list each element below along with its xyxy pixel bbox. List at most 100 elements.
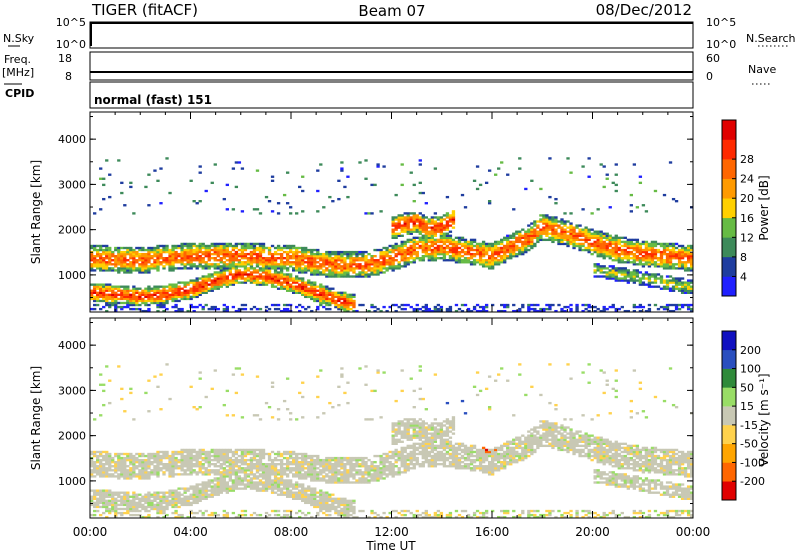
- velocity-echo-cell: [138, 473, 142, 476]
- power-echo-cell: [307, 254, 311, 258]
- power-echo-cell: [192, 248, 196, 252]
- power-echo-cell: [542, 214, 546, 217]
- velocity-echo-cell: [237, 479, 242, 482]
- power-echo-cell: [180, 244, 184, 248]
- power-echo-cell: [593, 271, 597, 274]
- power-echo-cell: [316, 257, 320, 260]
- power-echo-cell: [584, 226, 588, 229]
- power-echo-cell: [418, 244, 422, 248]
- power-echo-cell: [192, 305, 196, 309]
- power-echo-cell: [406, 230, 410, 233]
- power-echo-cell: [337, 259, 341, 262]
- power-echo-cell: [180, 307, 184, 311]
- power-echo-cell: [530, 244, 534, 248]
- power-echo-cell: [322, 301, 326, 305]
- power-echo-cell: [478, 261, 483, 264]
- power-echo-cell: [261, 263, 266, 266]
- velocity-echo-cell: [231, 414, 236, 417]
- power-echo-cell: [433, 222, 438, 225]
- velocity-echo-cell: [123, 467, 127, 470]
- power-echo-cell: [177, 259, 181, 262]
- power-echo-cell: [150, 265, 154, 268]
- power-echo-cell: [198, 303, 202, 307]
- power-echo-cell: [307, 259, 311, 262]
- power-echo-cell: [129, 263, 133, 266]
- power-echo-cell: [156, 289, 160, 292]
- velocity-echo-cell: [201, 458, 205, 462]
- power-echo-cell: [180, 309, 184, 313]
- power-echo-cell: [665, 252, 670, 256]
- velocity-echo-cell: [210, 463, 214, 466]
- power-echo-cell: [316, 210, 320, 213]
- power-echo-cell: [165, 291, 169, 294]
- power-echo-cell: [343, 309, 347, 313]
- power-echo-cell: [237, 277, 242, 280]
- power-echo-cell: [298, 289, 302, 292]
- power-echo-cell: [506, 242, 510, 246]
- power-echo-cell: [255, 252, 260, 256]
- power-echo-cell: [123, 291, 127, 294]
- velocity-echo-cell: [198, 483, 202, 486]
- velocity-echo-cell: [234, 471, 239, 474]
- power-echo-cell: [545, 222, 549, 225]
- power-echo-cell: [439, 236, 444, 239]
- power-echo-cell: [301, 277, 305, 280]
- power-echo-cell: [418, 212, 422, 215]
- power-echo-cell: [159, 303, 163, 307]
- velocity-echo-cell: [174, 452, 178, 456]
- velocity-echo-cell: [144, 499, 148, 503]
- velocity-echo-cell: [237, 513, 242, 517]
- velocity-echo-cell: [270, 471, 275, 474]
- velocity-echo-cell: [117, 473, 121, 476]
- power-echo-cell: [518, 240, 522, 244]
- power-echo-cell: [590, 252, 594, 256]
- power-echo-cell: [282, 285, 287, 288]
- velocity-echo-cell: [123, 501, 127, 505]
- velocity-echo-cell: [159, 450, 163, 454]
- power-echo-cell: [481, 252, 486, 256]
- power-echo-cell: [439, 305, 444, 309]
- velocity-echo-cell: [252, 458, 257, 462]
- power-echo-cell: [288, 285, 293, 288]
- velocity-echo-cell: [219, 491, 223, 494]
- velocity-echo-cell: [246, 458, 251, 462]
- power-echo-cell: [180, 267, 184, 270]
- power-echo-cell: [99, 167, 103, 170]
- power-echo-cell: [632, 305, 637, 309]
- power-echo-cell: [409, 252, 413, 256]
- velocity-echo-cell: [210, 454, 214, 458]
- velocity-echo-cell: [141, 454, 145, 458]
- power-echo-cell: [288, 277, 293, 280]
- velocity-echo-cell: [219, 465, 223, 468]
- power-echo-cell: [551, 222, 555, 225]
- velocity-echo-cell: [174, 509, 178, 513]
- power-echo-cell: [587, 303, 591, 307]
- power-echo-cell: [563, 238, 567, 242]
- power-echo-cell: [292, 261, 296, 264]
- power-echo-cell: [346, 303, 350, 307]
- power-echo-cell: [216, 307, 220, 311]
- power-echo-cell: [662, 267, 667, 270]
- power-echo-cell: [448, 257, 453, 260]
- power-echo-cell: [105, 159, 109, 162]
- velocity-echo-cell: [102, 495, 106, 498]
- velocity-echo-cell: [129, 469, 133, 472]
- power-echo-cell: [192, 244, 196, 248]
- velocity-echo-cell: [135, 452, 139, 456]
- power-echo-cell: [403, 240, 407, 244]
- velocity-echo-cell: [288, 491, 293, 494]
- power-echo-cell: [545, 216, 549, 219]
- power-echo-cell: [409, 244, 413, 248]
- radar-title: TIGER (fitACF): [91, 1, 198, 19]
- power-echo-cell: [626, 259, 630, 262]
- velocity-echo-cell: [177, 497, 181, 500]
- power-echo-cell: [132, 267, 136, 270]
- power-echo-cell: [301, 210, 305, 213]
- power-echo-cell: [282, 303, 287, 307]
- power-echo-cell: [623, 248, 627, 252]
- velocity-echo-cell: [228, 489, 232, 492]
- velocity-echo-cell: [240, 471, 245, 474]
- velocity-echo-cell: [177, 467, 181, 470]
- power-echo-cell: [129, 303, 133, 307]
